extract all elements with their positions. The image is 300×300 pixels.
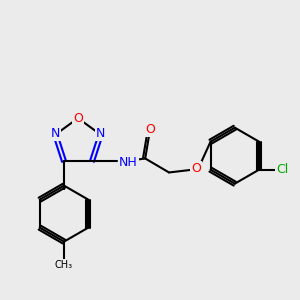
Text: N: N bbox=[96, 127, 105, 140]
Text: O: O bbox=[145, 123, 155, 136]
Text: CH₃: CH₃ bbox=[55, 260, 73, 270]
Text: Cl: Cl bbox=[277, 163, 289, 176]
Text: NH: NH bbox=[119, 156, 138, 169]
Text: O: O bbox=[73, 112, 83, 125]
Text: O: O bbox=[191, 162, 201, 175]
Text: N: N bbox=[51, 127, 60, 140]
